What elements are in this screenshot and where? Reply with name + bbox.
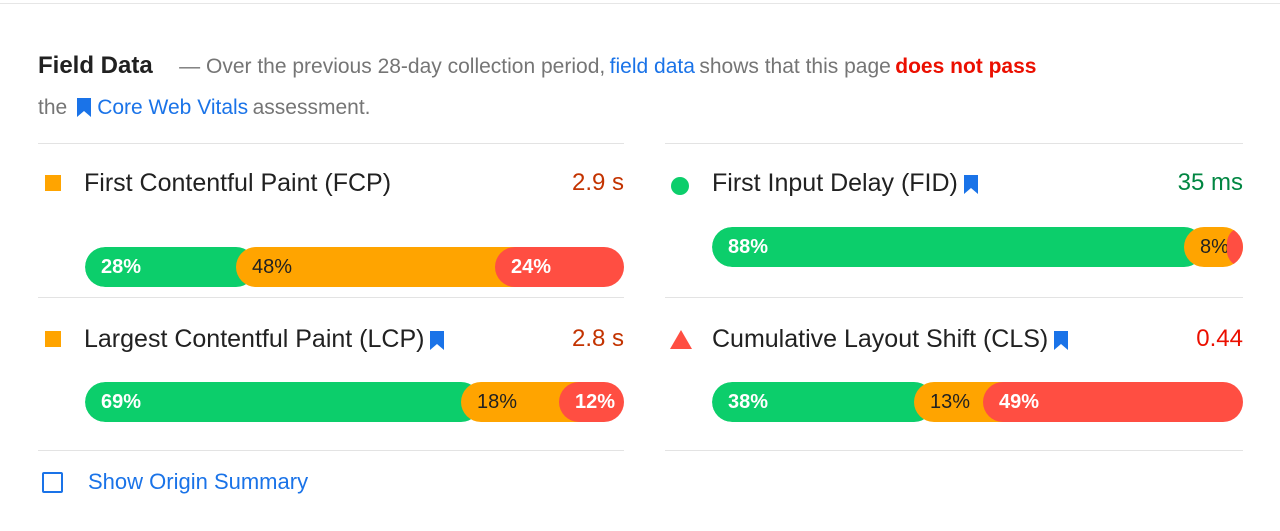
poor-segment: 24% [495,247,624,287]
good-segment: 88% [712,227,1204,267]
good-segment: 38% [712,382,934,422]
poor-segment: 12% [559,382,624,422]
red-triangle-icon [670,330,692,349]
metric-value: 2.9 s [571,169,624,196]
intro-period-text: — Over the previous 28-day collection pe… [179,55,606,78]
divider [665,297,1243,298]
bookmark-icon [1054,331,1069,350]
distribution-bar: 69% 18% 12% [85,382,624,422]
average-percent: 18% [477,391,518,413]
metric-value: 0.44 [1196,325,1243,352]
core-web-vitals-link[interactable]: Core Web Vitals [97,96,249,119]
metric-value: 35 ms [1177,169,1243,196]
divider [665,143,1243,144]
good-percent: 69% [101,391,142,413]
metric-label: Largest Contentful Paint (LCP) [84,319,445,359]
divider [665,450,1243,451]
good-percent: 88% [728,236,769,258]
divider [38,450,624,451]
metric-lcp: Largest Contentful Paint (LCP) 2.8 s 69%… [38,319,624,449]
metric-fcp: First Contentful Paint (FCP) 2.9 s 28% 4… [38,163,624,293]
show-origin-summary-toggle[interactable]: Show Origin Summary [42,469,308,495]
metric-label: First Contentful Paint (FCP) [84,163,391,203]
metric-label-text: Cumulative Layout Shift (CLS) [712,325,1049,353]
origin-summary-label[interactable]: Show Origin Summary [88,469,309,494]
metric-label: Cumulative Layout Shift (CLS) [712,319,1069,359]
poor-segment: 49% [983,382,1243,422]
poor-percent: 24% [511,256,552,278]
bookmark-icon [963,175,978,194]
top-divider [0,3,1280,4]
field-data-title: Field Data [38,52,153,79]
good-segment: 28% [85,247,256,287]
metric-label-text: Largest Contentful Paint (LCP) [84,325,425,353]
distribution-bar: 88% 8% 3% [712,227,1243,267]
average-percent: 48% [252,256,293,278]
origin-summary-checkbox[interactable] [42,471,63,493]
intro-shows-text: shows that this page [699,55,891,78]
metric-cls: Cumulative Layout Shift (CLS) 0.44 38% 1… [665,319,1243,449]
orange-square-icon [45,175,61,191]
field-data-link[interactable]: field data [609,55,695,78]
average-segment: 48% [236,247,515,287]
green-circle-icon [671,177,689,195]
average-percent: 8% [1200,236,1229,258]
distribution-bar: 38% 13% 49% [712,382,1243,422]
poor-percent: 49% [999,391,1040,413]
metric-value: 2.8 s [571,325,624,352]
poor-segment: 3% [1227,227,1243,267]
distribution-bar: 28% 48% 24% [85,247,624,287]
good-segment: 69% [85,382,481,422]
intro-assessment-text: assessment. [252,96,371,119]
metric-label-text: First Contentful Paint (FCP) [84,169,392,197]
divider [38,143,624,144]
metric-label: First Input Delay (FID) [712,163,978,203]
metric-label-text: First Input Delay (FID) [712,169,958,197]
poor-percent: 12% [575,391,616,413]
assessment-verdict: does not pass [895,55,1037,78]
bookmark-icon [77,98,92,117]
divider [38,297,624,298]
good-percent: 38% [728,391,769,413]
intro-the-text: the [38,96,68,119]
average-percent: 13% [930,391,971,413]
field-data-intro: Field Data — Over the previous 28-day co… [38,46,1238,128]
good-percent: 28% [101,256,142,278]
bookmark-icon [430,331,445,350]
orange-square-icon [45,331,61,347]
metric-fid: First Input Delay (FID) 35 ms 88% 8% 3% [665,163,1243,293]
